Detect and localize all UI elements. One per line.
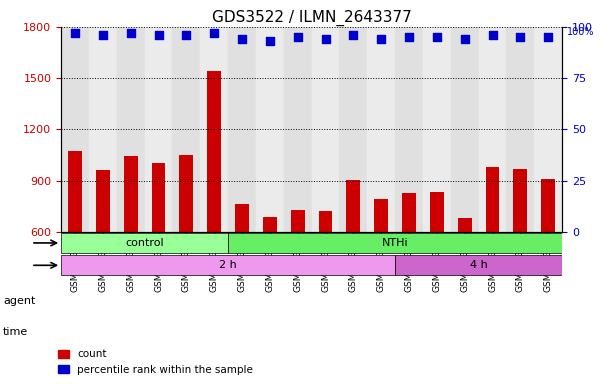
Point <box>543 34 553 40</box>
Bar <box>340 27 367 232</box>
Bar <box>284 27 312 232</box>
Point <box>376 36 386 42</box>
Bar <box>145 27 172 232</box>
Bar <box>402 192 416 232</box>
Bar <box>61 27 89 232</box>
Text: control: control <box>125 238 164 248</box>
Text: 100%: 100% <box>567 27 595 37</box>
Text: 2 h: 2 h <box>219 260 237 270</box>
Point <box>404 34 414 40</box>
Bar <box>235 204 249 232</box>
Point <box>488 32 497 38</box>
Bar <box>61 233 228 253</box>
Legend: count, percentile rank within the sample: count, percentile rank within the sample <box>54 345 257 379</box>
Title: GDS3522 / ILMN_2643377: GDS3522 / ILMN_2643377 <box>212 9 411 25</box>
Point <box>460 36 470 42</box>
Point <box>348 32 358 38</box>
Bar <box>513 169 527 232</box>
Point <box>210 30 219 36</box>
Bar <box>89 27 117 232</box>
Bar <box>96 170 110 232</box>
Bar <box>291 210 305 232</box>
Bar <box>117 27 145 232</box>
Bar <box>395 255 562 275</box>
Bar <box>61 255 395 275</box>
Bar <box>478 27 507 232</box>
Text: agent: agent <box>3 296 35 306</box>
Bar <box>486 167 500 232</box>
Point <box>181 32 191 38</box>
Bar <box>152 162 166 232</box>
Bar <box>458 218 472 232</box>
Bar <box>228 27 256 232</box>
Bar <box>346 180 360 232</box>
Point <box>265 38 275 44</box>
Point <box>70 30 80 36</box>
Bar <box>312 27 340 232</box>
Bar <box>534 27 562 232</box>
Bar <box>367 27 395 232</box>
Bar <box>318 211 332 232</box>
Bar <box>423 27 451 232</box>
Bar <box>507 27 534 232</box>
Bar <box>263 217 277 232</box>
Bar <box>451 27 478 232</box>
Bar <box>541 179 555 232</box>
Bar <box>256 27 284 232</box>
Point <box>293 34 302 40</box>
Point <box>432 34 442 40</box>
Point <box>516 34 525 40</box>
Bar <box>68 151 82 232</box>
Bar <box>123 156 137 232</box>
Bar <box>430 192 444 232</box>
Bar <box>228 233 562 253</box>
Point <box>126 30 136 36</box>
Text: 4 h: 4 h <box>470 260 488 270</box>
Bar <box>207 71 221 232</box>
Point <box>237 36 247 42</box>
Bar <box>374 199 388 232</box>
Bar <box>180 155 193 232</box>
Text: time: time <box>3 327 28 337</box>
Point <box>321 36 331 42</box>
Bar <box>172 27 200 232</box>
Bar <box>395 27 423 232</box>
Bar <box>200 27 228 232</box>
Text: NTHi: NTHi <box>382 238 408 248</box>
Point <box>98 32 108 38</box>
Point <box>153 32 163 38</box>
